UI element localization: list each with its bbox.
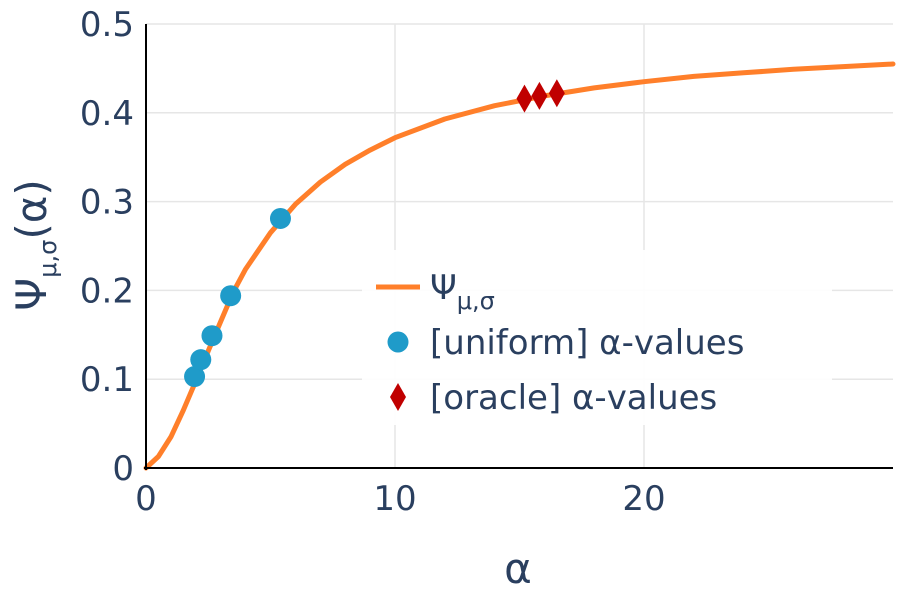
y-axis-title-main: Ψ xyxy=(7,278,56,311)
legend-diamond-symbol xyxy=(390,383,406,411)
uniform-point xyxy=(269,207,291,229)
x-tick-label: 10 xyxy=(373,479,416,519)
oracle-point xyxy=(516,84,533,113)
x-tick-label: 20 xyxy=(622,479,665,519)
y-tick-label: 0.1 xyxy=(80,360,134,400)
y-tick-label: 0 xyxy=(112,449,134,489)
y-axis-title-sub: μ,σ xyxy=(34,240,62,278)
uniform-point xyxy=(190,349,212,371)
y-axis-title-suffix: (α) xyxy=(7,179,56,239)
oracle-point xyxy=(548,79,565,108)
y-axis-title: Ψμ,σ(α) xyxy=(7,179,62,311)
uniform-point xyxy=(184,366,206,388)
x-axis-title: α xyxy=(504,544,532,593)
uniform-point xyxy=(220,285,242,307)
axes: 0 10 20 0 0.1 0.2 0.3 0.4 0.5 xyxy=(80,5,893,519)
y-tick-label: 0.5 xyxy=(80,5,134,45)
uniform-point xyxy=(201,325,223,347)
y-tick-label: 0.3 xyxy=(80,183,134,223)
oracle-point xyxy=(531,81,548,110)
legend: Ψμ,σ [uniform] α-values [oracle] α-values xyxy=(362,250,832,425)
legend-label: [oracle] α-values xyxy=(430,378,717,418)
y-tick-label: 0.4 xyxy=(80,94,134,134)
x-tick-label: 0 xyxy=(135,479,157,519)
legend-circle-symbol xyxy=(387,331,409,353)
legend-label: Ψμ,σ xyxy=(430,268,495,315)
legend-label: [uniform] α-values xyxy=(430,323,744,363)
plot-area xyxy=(143,61,896,471)
legend-box xyxy=(362,250,832,425)
y-tick-label: 0.2 xyxy=(80,271,134,311)
